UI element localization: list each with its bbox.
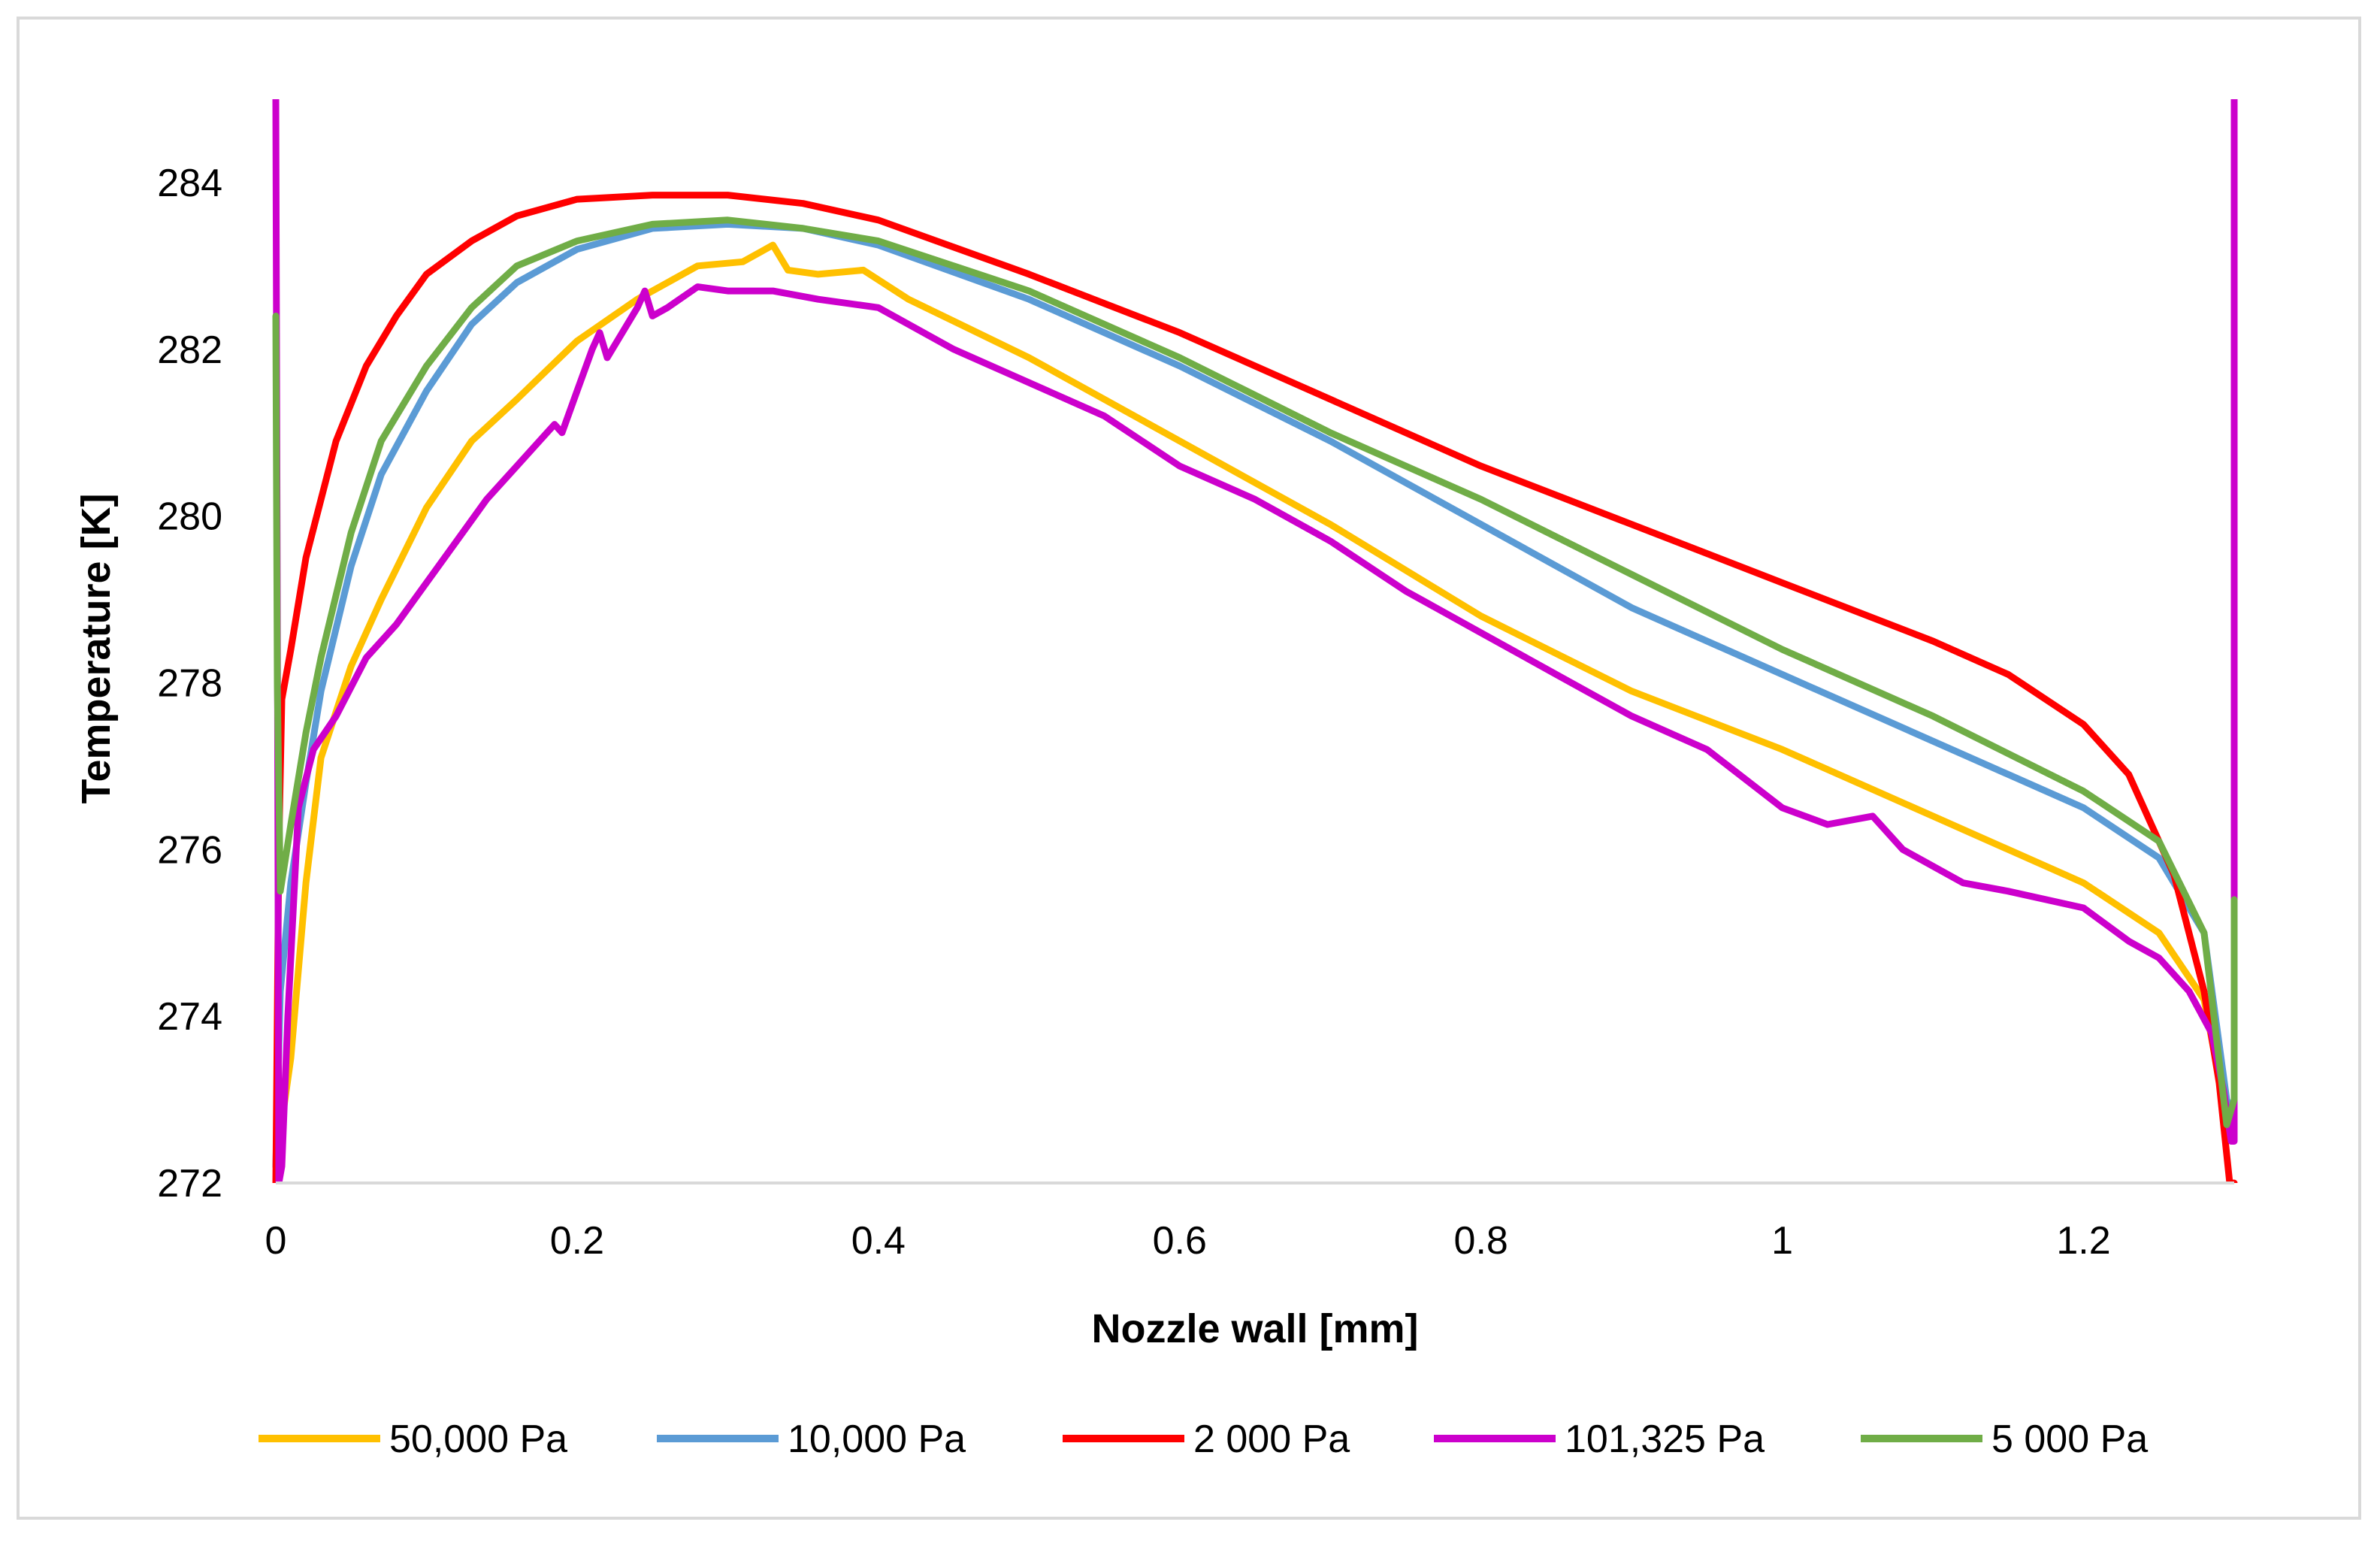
legend-label: 101,325 Pa <box>1565 1417 1765 1461</box>
series-layer <box>272 99 2238 1183</box>
legend-item-5-000-pa: 5 000 Pa <box>1861 1417 2148 1461</box>
chart-frame: 272 274 276 278 280 282 284 0 0.2 0.4 0.6 0.8 1 1.2 T… <box>17 17 2361 1520</box>
x-tick-label: 0 <box>265 1219 287 1263</box>
y-axis-title: Temperature [K] <box>74 493 119 803</box>
y-tick-label: 282 <box>157 328 222 372</box>
y-tick-label: 274 <box>157 995 222 1039</box>
legend-item-10-000-pa: 10,000 Pa <box>657 1417 966 1461</box>
legend: 50,000 Pa 10,000 Pa 2 000 Pa 101,325 Pa 5 00… <box>259 1417 2148 1461</box>
x-tick-label: 0.6 <box>1153 1219 1207 1263</box>
series-line-50-000-pa-pa <box>272 241 2238 1170</box>
chart-svg: 272 274 276 278 280 282 284 0 0.2 0.4 0.6 0.8 1 1.2 T… <box>74 99 2238 1461</box>
x-tick-label: 1.2 <box>2056 1219 2110 1263</box>
legend-item-50-000-pa: 50,000 Pa <box>259 1417 567 1461</box>
x-tick-label: 0.4 <box>851 1219 906 1263</box>
y-tick-label: 284 <box>157 162 222 205</box>
x-axis-title: Nozzle wall [mm] <box>1091 1306 1418 1351</box>
legend-label: 50,000 Pa <box>389 1417 567 1461</box>
x-tick-label: 0.8 <box>1454 1219 1508 1263</box>
series-line-5-000-pa-pa <box>272 216 2238 1128</box>
y-tick-label: 278 <box>157 661 222 705</box>
series-line-2-000-pa-pa <box>272 192 2238 1183</box>
x-tick-label: 0.2 <box>550 1219 604 1263</box>
y-tick-label: 280 <box>157 495 222 539</box>
series-line-101-325-pa-pa <box>272 99 2238 1183</box>
legend-item-101-325-pa: 101,325 Pa <box>1434 1417 1765 1461</box>
legend-label: 10,000 Pa <box>788 1417 966 1461</box>
legend-label: 5 000 Pa <box>1991 1417 2148 1461</box>
y-tick-label: 276 <box>157 828 222 872</box>
y-tick-label: 272 <box>157 1162 222 1206</box>
tick-layer: 272 274 276 278 280 282 284 0 0.2 0.4 0.6 0.8 1 1.2 <box>157 162 2110 1263</box>
x-tick-label: 1 <box>1771 1219 1793 1263</box>
legend-label: 2 000 Pa <box>1193 1417 1350 1461</box>
legend-item-2-000-pa: 2 000 Pa <box>1063 1417 1350 1461</box>
